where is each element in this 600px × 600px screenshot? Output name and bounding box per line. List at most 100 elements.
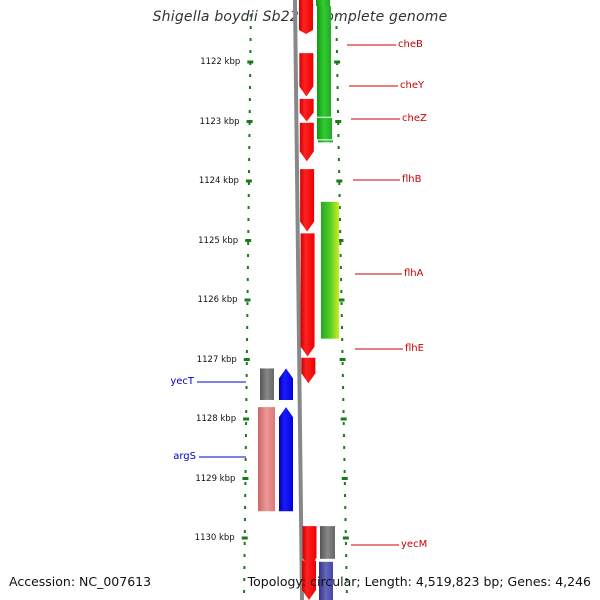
homolog-chey <box>317 117 332 140</box>
left-ruler-dot <box>245 350 248 353</box>
left-ruler-dot <box>248 134 251 137</box>
left-ruler-dot <box>248 98 251 101</box>
ruler-dots <box>243 14 348 593</box>
left-ruler-dot <box>248 122 251 125</box>
gene-flhe <box>301 357 316 384</box>
left-ruler-dot <box>248 146 251 149</box>
major-tick <box>241 536 248 540</box>
major-tick <box>244 298 251 302</box>
right-ruler-dot <box>345 554 348 557</box>
right-ruler-dot <box>344 530 347 533</box>
left-ruler-dot <box>244 458 247 461</box>
major-tick <box>338 298 345 302</box>
right-ruler-dot <box>339 254 342 257</box>
left-ruler-dot <box>243 590 246 593</box>
right-ruler-dot <box>343 470 346 473</box>
left-ruler-dot <box>245 398 248 401</box>
left-ruler-dot <box>246 302 249 305</box>
right-ruler-dot <box>344 494 347 497</box>
gene-label-chez: cheZ <box>402 113 427 124</box>
left-ruler-dot <box>244 494 247 497</box>
right-ruler-dot <box>336 86 339 89</box>
left-ruler-dot <box>243 530 246 533</box>
gene-yect <box>279 368 293 400</box>
gene-label-chey: cheY <box>400 80 425 91</box>
left-ruler-dot <box>243 518 246 521</box>
right-ruler-dot <box>341 350 344 353</box>
major-tick <box>341 477 348 480</box>
gene-yecm <box>302 526 317 568</box>
left-ruler-dot <box>247 206 250 209</box>
major-tick <box>339 358 346 361</box>
gene-label-flha: flhA <box>404 268 424 279</box>
ruler-ticks <box>241 60 349 540</box>
right-ruler-dot <box>338 194 341 197</box>
gene-label-yect: yecT <box>170 376 194 387</box>
right-ruler-dot <box>339 242 342 245</box>
major-tick <box>243 358 250 361</box>
right-ruler-dot <box>337 122 340 125</box>
major-tick <box>340 417 347 421</box>
right-ruler-dot <box>338 182 341 185</box>
gene-partial-top <box>299 0 313 30</box>
right-ruler-dot <box>340 302 343 305</box>
homolog-args <box>258 407 275 512</box>
left-ruler-dot <box>243 578 246 581</box>
right-ruler-dot <box>339 266 342 269</box>
right-ruler-dot <box>340 278 343 281</box>
right-ruler-dot <box>336 74 339 77</box>
left-ruler-dot <box>249 38 252 41</box>
right-ruler-dot <box>345 578 348 581</box>
right-ruler-dot <box>342 398 345 401</box>
gene-label-yecm: yecM <box>401 539 428 550</box>
left-ruler-dot <box>246 290 249 293</box>
left-ruler-dot <box>247 254 250 257</box>
major-tick <box>336 179 343 183</box>
gene-args <box>279 407 293 512</box>
tick-label: 1129 kbp <box>195 473 236 484</box>
right-ruler-dot <box>336 98 339 101</box>
homolog-partial-top <box>316 0 330 6</box>
major-tick <box>246 120 253 123</box>
left-ruler-dot <box>248 158 251 161</box>
right-ruler-dot <box>335 26 338 29</box>
right-ruler-dot <box>337 146 340 149</box>
left-ruler-dot <box>247 242 250 245</box>
right-ruler-dot <box>344 518 347 521</box>
tick-label: 1123 kbp <box>199 116 240 127</box>
left-ruler-dot <box>249 50 252 53</box>
major-tick <box>247 60 254 64</box>
left-ruler-dot <box>243 554 246 557</box>
homolog-chez <box>318 140 333 143</box>
right-ruler-dot <box>341 338 344 341</box>
left-ruler-dot <box>247 182 250 185</box>
gene-label-cheb: cheB <box>398 39 423 50</box>
homolog-cheb <box>317 6 331 117</box>
right-ruler-dot <box>335 38 338 41</box>
homolog-flh <box>321 201 339 339</box>
left-ruler-dot <box>246 278 249 281</box>
left-ruler-dot <box>244 506 247 509</box>
left-ruler-dot <box>245 422 248 425</box>
major-tick <box>337 239 344 242</box>
gene-chez <box>299 122 314 162</box>
left-ruler-dot <box>244 470 247 473</box>
gene-partial-top-tip <box>299 30 313 34</box>
topology-text: Topology: circular; Length: 4,519,823 bp… <box>247 574 591 589</box>
left-ruler-dot <box>249 74 252 77</box>
right-ruler-dot <box>342 386 345 389</box>
right-ruler-dot <box>335 14 338 17</box>
right-ruler-dot <box>345 566 348 569</box>
left-ruler-dot <box>244 482 247 485</box>
left-ruler-dot <box>246 326 249 329</box>
gene-features <box>258 0 339 600</box>
left-ruler-dot <box>247 218 250 221</box>
left-ruler-dot <box>245 410 248 413</box>
left-ruler-dot <box>249 14 252 17</box>
right-ruler-dot <box>337 134 340 137</box>
right-ruler-dot <box>342 410 345 413</box>
homolog-yect <box>260 368 274 400</box>
left-ruler-dot <box>245 374 248 377</box>
right-ruler-dot <box>343 446 346 449</box>
